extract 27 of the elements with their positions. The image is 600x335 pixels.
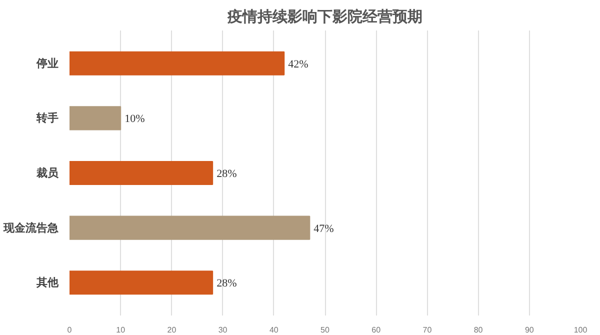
bar <box>70 51 285 76</box>
bar <box>70 270 214 295</box>
data-label: 28% <box>216 168 237 180</box>
x-tick-label: 90 <box>524 326 534 334</box>
x-tick-label: 0 <box>67 326 72 334</box>
x-tick-label: 50 <box>320 326 330 334</box>
y-tick-label: 现金流告急 <box>2 221 60 234</box>
x-tick-label: 40 <box>269 326 279 334</box>
x-tick-label: 70 <box>422 326 432 334</box>
x-tick-label: 30 <box>218 326 228 334</box>
data-label: 42% <box>288 58 308 70</box>
data-label: 28% <box>216 278 237 290</box>
x-tick-label: 80 <box>474 326 484 334</box>
bar <box>70 106 122 130</box>
x-tick-label: 100 <box>574 326 588 334</box>
x-tick-label: 20 <box>167 326 177 334</box>
y-tick-label: 转手 <box>36 112 58 125</box>
y-tick-label: 停业 <box>36 56 58 70</box>
bar <box>70 216 310 240</box>
data-label: 47% <box>314 222 334 235</box>
x-tick-label: 10 <box>116 326 126 334</box>
chart-title: 疫情持续影响下影院经营预期 <box>226 8 422 26</box>
data-label: 10% <box>124 113 145 126</box>
y-tick-label: 裁员 <box>36 166 60 180</box>
y-tick-label: 其他 <box>36 276 60 290</box>
bar <box>70 160 214 186</box>
x-tick-label: 60 <box>372 326 382 334</box>
